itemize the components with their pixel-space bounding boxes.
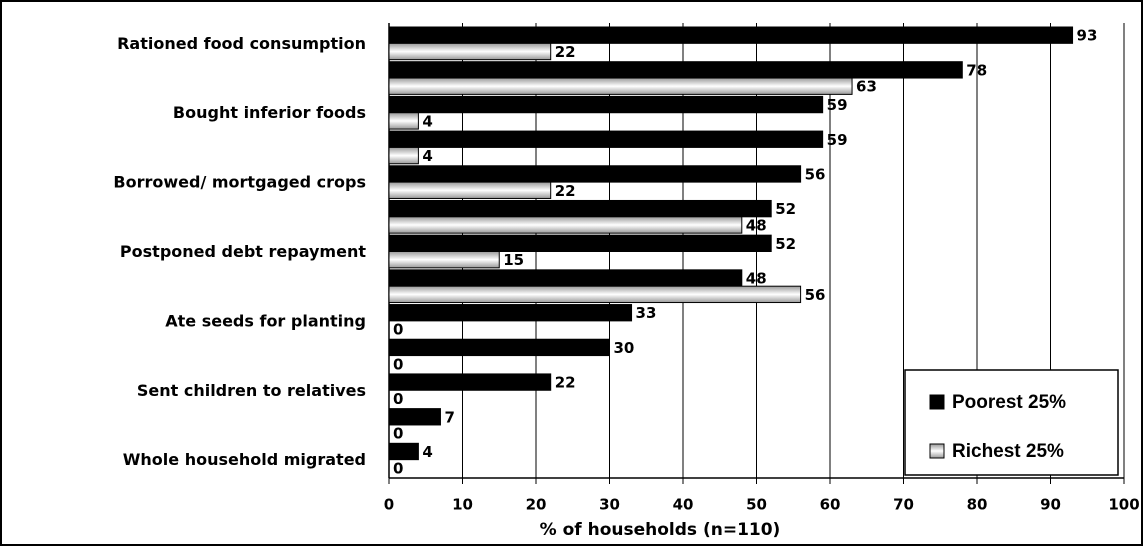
y-tick-label: Rationed food consumption (117, 34, 366, 53)
x-tick-label: 0 (384, 496, 394, 514)
bar (388, 146, 419, 165)
bar (388, 42, 552, 61)
bar (388, 199, 772, 218)
value-label: 48 (746, 216, 767, 234)
y-tick-label: Whole household migrated (123, 450, 366, 469)
value-label: 4 (422, 147, 432, 165)
value-label: 48 (746, 270, 767, 288)
bar (388, 165, 802, 183)
value-label: 22 (555, 182, 576, 200)
legend-swatch (929, 394, 945, 410)
value-label: 59 (827, 131, 848, 149)
x-tick-label: 100 (1108, 496, 1139, 514)
bar (388, 269, 743, 287)
bar (388, 408, 441, 426)
y-tick-label: Sent children to relatives (137, 381, 366, 400)
x-tick-label: 80 (967, 496, 988, 514)
bar (388, 130, 824, 148)
bar (388, 338, 610, 357)
x-axis-title: % of households (n=110) (540, 520, 781, 540)
y-tick-label: Ate seeds for planting (165, 311, 366, 330)
value-label: 63 (856, 78, 877, 96)
x-tick-label: 60 (820, 496, 841, 514)
legend-label: Richest 25% (952, 441, 1064, 462)
y-tick-label: Borrowed/ mortgaged crops (113, 173, 366, 192)
bar (388, 26, 1074, 44)
bar (388, 216, 743, 234)
value-label: 0 (393, 355, 403, 373)
x-tick-label: 50 (746, 496, 767, 514)
bar (388, 61, 963, 79)
value-label: 0 (393, 425, 403, 443)
bar (388, 251, 500, 269)
x-tick-label: 70 (893, 496, 914, 514)
value-label: 0 (393, 321, 403, 339)
bar (388, 304, 633, 322)
bar (388, 112, 419, 130)
bar (388, 442, 419, 461)
x-tick-label: 90 (1040, 496, 1061, 514)
value-label: 56 (805, 286, 826, 304)
x-tick-label: 10 (452, 496, 473, 514)
value-label: 59 (827, 96, 848, 114)
value-label: 15 (503, 251, 524, 269)
legend-label: Poorest 25% (952, 392, 1066, 413)
legend-swatch (929, 443, 945, 459)
y-tick-label: Postponed debt repayment (120, 242, 366, 261)
bar (388, 95, 824, 114)
value-label: 4 (422, 443, 432, 461)
x-tick-label: 30 (599, 496, 620, 514)
value-label: 93 (1077, 27, 1098, 45)
x-tick-label: 40 (673, 496, 694, 514)
bar (388, 373, 552, 391)
value-label: 7 (444, 408, 454, 426)
x-tick-label: 20 (526, 496, 547, 514)
value-label: 22 (555, 374, 576, 392)
bar (388, 285, 802, 304)
value-label: 0 (393, 459, 403, 477)
value-label: 56 (805, 165, 826, 183)
value-label: 52 (775, 200, 796, 218)
value-label: 4 (422, 112, 432, 130)
value-label: 0 (393, 390, 403, 408)
value-label: 52 (775, 235, 796, 253)
bar (388, 181, 552, 199)
bar (388, 234, 772, 252)
value-label: 22 (555, 43, 576, 61)
y-tick-label: Bought inferior foods (173, 103, 366, 122)
value-label: 33 (636, 304, 657, 322)
bar (388, 77, 853, 95)
value-label: 78 (966, 61, 987, 79)
value-label: 30 (614, 339, 635, 357)
